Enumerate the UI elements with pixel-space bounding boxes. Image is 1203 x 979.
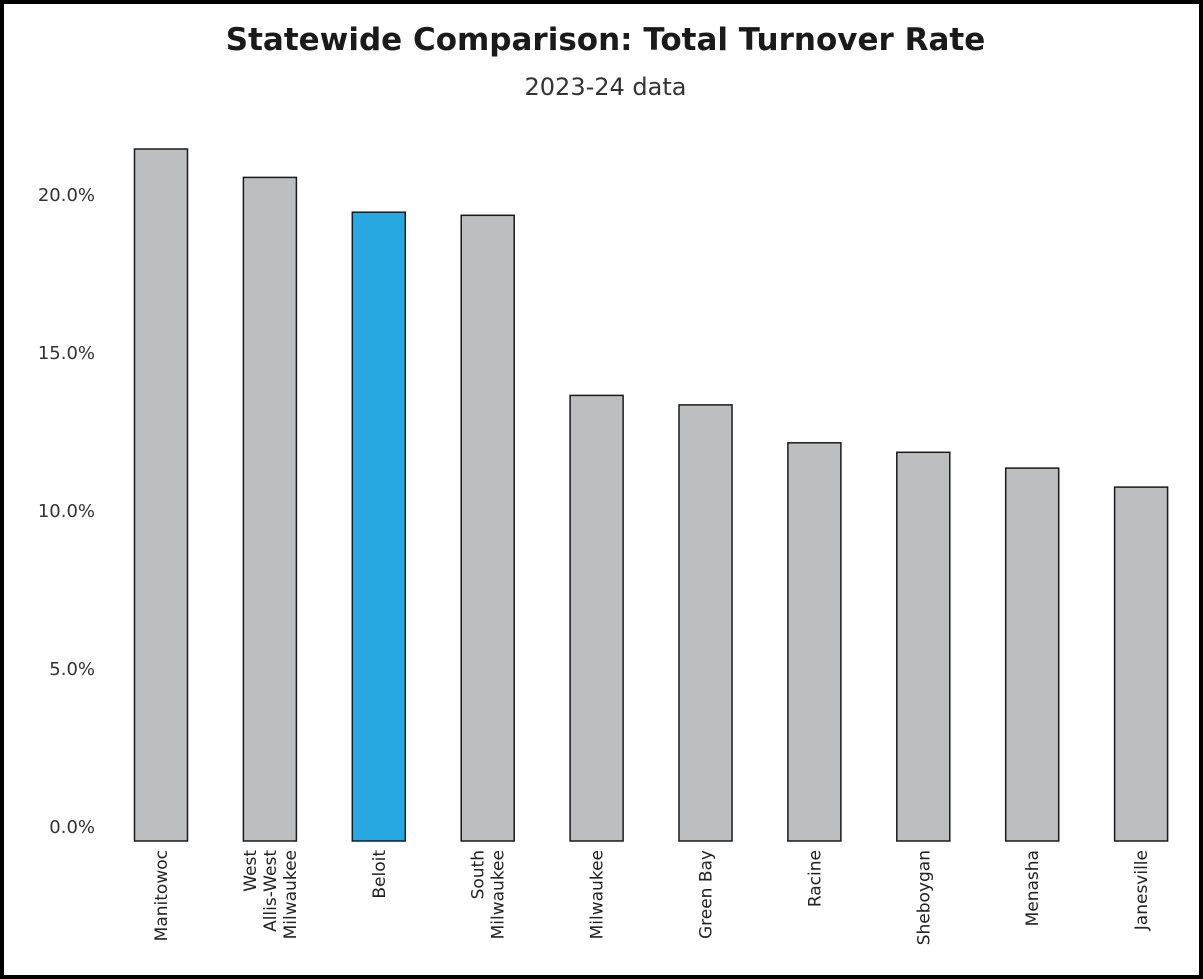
bar <box>569 394 624 842</box>
y-tick-label: 5.0% <box>49 659 95 680</box>
x-category-label: South Milwaukee <box>469 850 509 939</box>
x-category-label: Green Bay <box>697 850 717 939</box>
x-tick-label: Green Bay <box>697 850 717 939</box>
x-category-label: Menasha <box>1023 850 1043 926</box>
y-tick-label: 10.0% <box>38 501 95 522</box>
y-tick-label: 20.0% <box>38 185 95 206</box>
x-tick-label: Milwaukee <box>489 850 509 939</box>
bars <box>133 148 1169 842</box>
x-category-label: Sheboygan <box>914 850 934 945</box>
bar <box>1113 486 1169 842</box>
x-category-label: Milwaukee <box>588 850 608 939</box>
bar <box>460 214 515 842</box>
x-tick-label: Milwaukee <box>281 850 301 939</box>
x-category-label: Manitowoc <box>152 850 172 941</box>
x-tick-label: Manitowoc <box>152 850 172 941</box>
bar <box>678 404 733 842</box>
x-tick-label: Sheboygan <box>914 850 934 945</box>
x-tick-label: Beloit <box>370 850 390 899</box>
x-axis: Manitowoc West Allis-West Milwaukee Beloit So… <box>152 850 1152 946</box>
x-category-label: Janesville <box>1132 850 1152 931</box>
bar <box>787 442 842 842</box>
x-category-label: Racine <box>805 850 825 907</box>
y-tick-label: 15.0% <box>38 343 95 364</box>
y-tick-label: 0.0% <box>49 817 95 838</box>
bar <box>133 148 189 842</box>
x-tick-label: South <box>469 850 489 899</box>
bar <box>1004 467 1060 842</box>
x-category-label: Beloit <box>370 850 390 899</box>
x-category-label: West Allis-West Milwaukee <box>241 850 301 940</box>
x-tick-label: West <box>241 850 261 892</box>
x-tick-label: Milwaukee <box>588 850 608 939</box>
bar <box>351 211 407 842</box>
bar <box>242 176 298 842</box>
x-tick-label: Racine <box>805 850 825 907</box>
x-tick-label: Allis-West <box>261 850 281 932</box>
x-tick-label: Menasha <box>1023 850 1043 926</box>
y-axis: 0.0% 5.0% 10.0% 15.0% 20.0% <box>38 185 95 838</box>
bar <box>896 451 951 842</box>
x-tick-label: Janesville <box>1132 850 1152 931</box>
chart-title: Statewide Comparison: Total Turnover Rat… <box>225 22 986 58</box>
chart-subtitle: 2023-24 data <box>524 73 687 101</box>
